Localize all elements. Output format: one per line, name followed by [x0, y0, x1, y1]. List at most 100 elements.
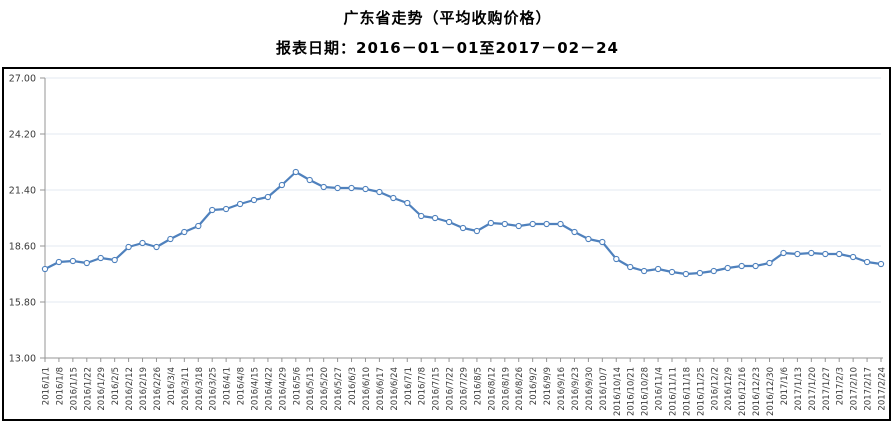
data-point: [404, 199, 411, 207]
data-point: [306, 176, 313, 184]
svg-text:2016/11/18: 2016/11/18: [682, 367, 692, 416]
y-gridlines: [45, 77, 881, 303]
data-point: [41, 265, 49, 273]
svg-text:2016/8/12: 2016/8/12: [487, 367, 497, 411]
svg-text:2017/1/27: 2017/1/27: [822, 367, 832, 411]
svg-text:2016/7/1: 2016/7/1: [404, 367, 414, 405]
data-point: [808, 249, 815, 257]
svg-text:2016/4/29: 2016/4/29: [278, 367, 288, 411]
data-point: [195, 222, 202, 230]
data-point: [501, 220, 508, 228]
svg-text:2016/4/22: 2016/4/22: [264, 367, 274, 411]
svg-text:2016/6/17: 2016/6/17: [376, 367, 386, 411]
data-point: [877, 260, 885, 268]
data-point: [585, 235, 592, 243]
data-point: [334, 184, 341, 192]
svg-text:2016/3/25: 2016/3/25: [209, 367, 219, 411]
svg-text:2016/11/11: 2016/11/11: [669, 367, 679, 416]
data-point: [599, 238, 606, 246]
svg-text:2016/5/13: 2016/5/13: [306, 367, 316, 411]
svg-text:2016/7/22: 2016/7/22: [446, 367, 456, 411]
chart-area-frame: 13.00 15.80 18.60 21.40 24.20 27.00 2016/1/1 20…: [2, 67, 891, 421]
data-point-markers: [41, 168, 885, 278]
svg-text:2016/4/1: 2016/4/1: [223, 367, 233, 405]
svg-text:2016/12/2: 2016/12/2: [710, 367, 720, 411]
data-point: [571, 228, 578, 236]
data-point: [543, 220, 550, 228]
svg-text:2016/8/26: 2016/8/26: [515, 367, 525, 411]
data-point: [473, 227, 481, 235]
svg-text:13.00: 13.00: [9, 354, 36, 365]
data-point: [264, 193, 272, 201]
svg-text:2016/1/29: 2016/1/29: [97, 367, 107, 411]
svg-text:2016/3/18: 2016/3/18: [195, 367, 205, 411]
svg-text:2016/4/15: 2016/4/15: [251, 367, 261, 411]
svg-text:2017/2/24: 2017/2/24: [878, 367, 888, 411]
svg-text:18.60: 18.60: [9, 242, 36, 253]
report-date-subtitle: 报表日期：2016－01－01至2017－02－24: [276, 39, 619, 57]
svg-text:2016/2/5: 2016/2/5: [111, 367, 121, 405]
data-point: [863, 258, 871, 266]
data-point: [139, 239, 146, 247]
data-point: [348, 184, 355, 192]
data-point: [738, 262, 745, 270]
svg-text:2016/9/23: 2016/9/23: [571, 367, 581, 411]
svg-text:2016/5/20: 2016/5/20: [320, 367, 330, 411]
trend-line: [43, 170, 883, 276]
data-point: [222, 205, 230, 213]
chart-title: 广东省走势（平均收购价格）: [343, 9, 552, 27]
data-point: [209, 206, 216, 214]
data-point: [55, 258, 63, 266]
svg-text:2016/9/30: 2016/9/30: [585, 367, 595, 411]
svg-text:2016/5/27: 2016/5/27: [334, 367, 344, 411]
svg-text:2016/1/15: 2016/1/15: [69, 367, 79, 411]
data-point: [766, 259, 773, 267]
data-point: [613, 255, 620, 263]
svg-text:2016/10/21: 2016/10/21: [627, 367, 637, 416]
svg-text:21.40: 21.40: [9, 186, 36, 197]
data-point: [752, 262, 759, 270]
svg-text:2016/6/24: 2016/6/24: [390, 367, 400, 411]
svg-text:2017/1/6: 2017/1/6: [780, 367, 790, 405]
svg-text:2016/12/9: 2016/12/9: [724, 367, 734, 411]
data-point: [250, 196, 258, 204]
data-point: [69, 257, 77, 265]
svg-text:2016/10/28: 2016/10/28: [641, 367, 651, 416]
x-axis-labels: 2016/1/1 2016/1/8 2016/1/15 2016/1/22 2016/1…: [42, 358, 888, 416]
svg-text:2016/2/12: 2016/2/12: [125, 367, 135, 411]
svg-text:2017/2/10: 2017/2/10: [850, 367, 860, 411]
svg-text:24.20: 24.20: [9, 130, 36, 141]
data-point: [125, 243, 132, 251]
svg-text:2016/3/4: 2016/3/4: [167, 367, 177, 405]
svg-text:2016/11/4: 2016/11/4: [655, 367, 665, 411]
svg-text:2016/2/19: 2016/2/19: [139, 367, 149, 411]
data-point: [236, 200, 244, 208]
data-point: [794, 250, 801, 258]
svg-text:2016/7/29: 2016/7/29: [460, 367, 470, 411]
data-point: [459, 224, 467, 232]
data-point: [278, 181, 286, 189]
svg-text:2016/12/30: 2016/12/30: [766, 367, 776, 416]
data-point: [292, 168, 299, 176]
svg-text:2016/1/22: 2016/1/22: [83, 367, 93, 411]
svg-text:2016/7/8: 2016/7/8: [418, 367, 428, 405]
data-point: [390, 194, 397, 202]
data-point: [167, 235, 174, 243]
svg-text:2016/6/10: 2016/6/10: [362, 367, 372, 411]
svg-text:2016/1/1: 2016/1/1: [42, 367, 52, 405]
svg-text:2016/3/11: 2016/3/11: [181, 367, 191, 411]
data-point: [682, 270, 690, 278]
data-point: [654, 265, 662, 273]
data-point: [376, 188, 383, 196]
data-point: [83, 259, 90, 267]
svg-text:2017/1/13: 2017/1/13: [794, 367, 804, 411]
svg-text:2016/5/6: 2016/5/6: [292, 367, 302, 405]
svg-text:2016/2/26: 2016/2/26: [153, 367, 163, 411]
data-point: [849, 253, 857, 261]
data-point: [836, 250, 843, 258]
y-axis-labels: 13.00 15.80 18.60 21.40 24.20 27.00: [9, 74, 45, 365]
data-point: [153, 243, 160, 251]
data-point: [111, 256, 118, 264]
